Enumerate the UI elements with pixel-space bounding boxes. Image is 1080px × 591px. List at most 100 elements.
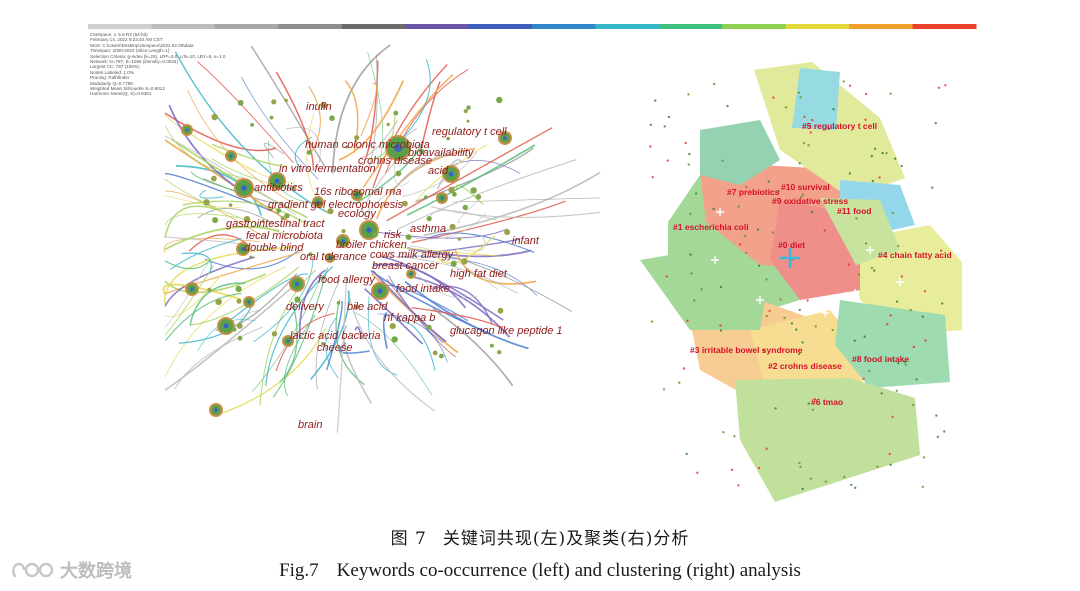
cluster-label: #3 irritable bowel syndrome (690, 345, 803, 355)
network-edge (164, 266, 286, 378)
network-edge (211, 143, 287, 167)
network-edge (204, 250, 299, 270)
network-edge (396, 319, 436, 371)
network-node-small (212, 217, 219, 224)
network-node-small (405, 234, 412, 241)
cluster-point (809, 131, 812, 134)
network-edge (168, 104, 245, 194)
cluster-point (790, 322, 794, 325)
network-edge (347, 290, 435, 412)
color-bar-segment (849, 24, 914, 29)
keyword-label: delivery (286, 301, 325, 313)
keyword-label: lactic acid bacteria (290, 330, 381, 342)
cluster-point (777, 189, 780, 193)
network-node-small (341, 229, 346, 234)
network-edge (454, 249, 537, 285)
cluster-point (666, 159, 669, 162)
cluster-hull (835, 300, 950, 388)
network-node-core (409, 272, 413, 276)
cluster-point (765, 278, 768, 281)
cluster-point (802, 142, 806, 145)
network-edge (189, 282, 246, 326)
cluster-point (867, 369, 871, 373)
network-edge (164, 226, 280, 251)
cluster-point (667, 115, 671, 119)
cluster-point (663, 125, 666, 128)
network-edge (259, 269, 317, 406)
network-node-small (228, 203, 233, 207)
network-edge (275, 71, 315, 171)
network-edge (430, 206, 601, 218)
network-node-small (320, 101, 328, 109)
cluster-point (889, 463, 892, 467)
network-edge (362, 74, 454, 188)
cluster-point (848, 172, 852, 175)
cluster-hull (754, 62, 905, 198)
network-edge (375, 255, 518, 294)
cluster-point (795, 328, 798, 331)
cluster-point (739, 243, 742, 246)
cluster-point (762, 349, 766, 352)
network-node-small (232, 327, 237, 332)
network-edge (397, 255, 538, 296)
network-edge (407, 247, 532, 258)
caption-text-cn: 关键词共现(左)及聚类(右)分析 (442, 529, 690, 549)
network-node-core (316, 200, 320, 204)
metadata-line: CiteSpace, v. 5.8.R3 (64-bit) (90, 32, 148, 37)
cluster-point (847, 263, 851, 266)
network-node-small (419, 148, 425, 155)
cluster-point (873, 147, 877, 150)
keyword-label: cows milk allergy (370, 249, 455, 261)
cluster-point (923, 290, 927, 293)
network-edge (409, 246, 499, 291)
network-edge (386, 127, 553, 222)
network-node-core (394, 144, 402, 152)
cluster-point (687, 93, 690, 96)
cluster-point (897, 244, 900, 248)
cluster-point (904, 363, 907, 366)
network-edge (164, 173, 280, 215)
network-node-small (446, 136, 451, 141)
cluster-point (798, 352, 801, 356)
network-node-small (291, 185, 297, 190)
keyword-label: human colonic microbiota (305, 139, 430, 151)
network-edge (310, 290, 350, 381)
network-edge (331, 44, 391, 174)
network-edge (380, 255, 504, 321)
cluster-point (757, 466, 761, 470)
cluster-point (912, 403, 915, 407)
cluster-point (810, 210, 814, 214)
keyword-label: brain (298, 419, 322, 431)
keyword-label: infant (512, 235, 540, 247)
cluster-point (813, 398, 816, 401)
keyword-label: antibiotics (254, 182, 303, 194)
network-node-small (321, 342, 325, 346)
cluster-point (878, 176, 881, 179)
cluster-point (737, 484, 740, 487)
network-node-small (271, 99, 277, 105)
network-node-small (243, 216, 251, 223)
network-edge (171, 138, 308, 219)
color-bar-segment (912, 24, 977, 29)
network-edge (455, 234, 486, 252)
network-edge (338, 80, 405, 161)
network-edge (370, 269, 492, 335)
cluster-point (895, 389, 898, 392)
cluster-point (937, 86, 941, 90)
network-edge (164, 236, 268, 248)
network-node-small (329, 115, 335, 121)
cluster-hull (820, 198, 900, 265)
cluster-point (800, 196, 803, 199)
network-node-core (503, 136, 507, 140)
cluster-point (935, 414, 938, 417)
network-node-small (497, 307, 504, 314)
cluster-point (922, 456, 926, 459)
network-edge (401, 213, 487, 240)
cluster-point (665, 275, 668, 278)
keyword-label: ecology (338, 208, 377, 220)
cluster-hull (792, 68, 840, 130)
network-edge (181, 252, 212, 274)
network-edge (164, 135, 297, 216)
cluster-point (889, 358, 892, 362)
